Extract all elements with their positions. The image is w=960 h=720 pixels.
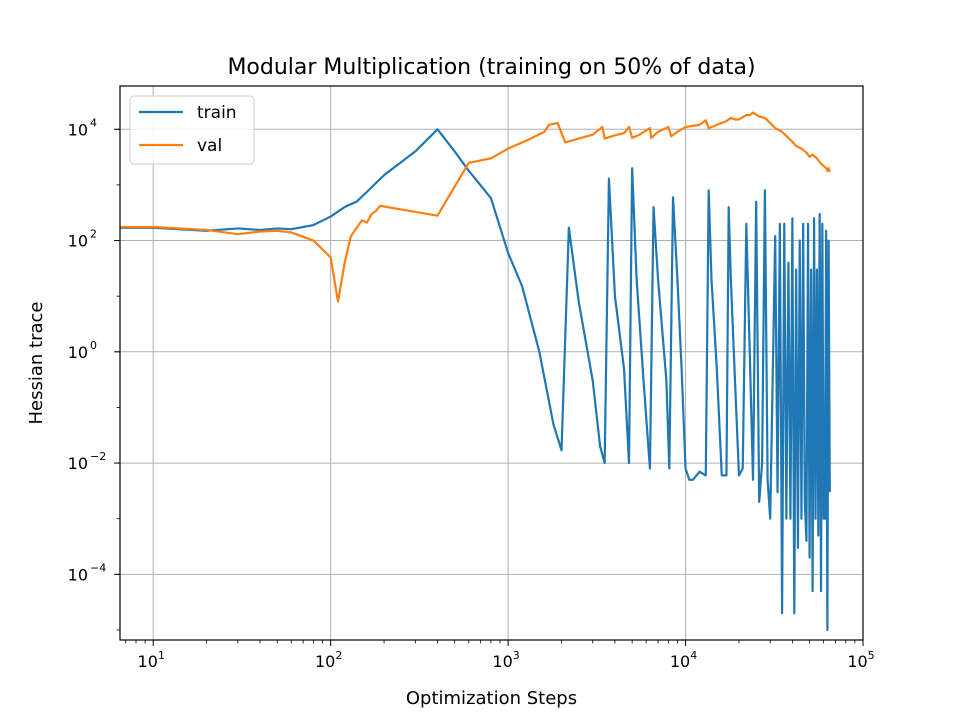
series-layer <box>120 111 831 632</box>
legend-label-train: train <box>197 103 237 123</box>
x-tick-label: 102 <box>315 649 342 671</box>
x-axis-label: Optimization Steps <box>406 688 577 709</box>
y-axis-label: Hessian trace <box>26 302 47 425</box>
x-tick-label: 103 <box>492 649 519 671</box>
y-tick-label: 10 <box>68 343 88 362</box>
plot-frame <box>119 85 864 641</box>
series-line-train <box>120 128 831 632</box>
y-tick-exponent: 2 <box>90 228 97 241</box>
y-tick-label: 10 <box>68 454 88 473</box>
y-tick-label: 10 <box>68 565 88 584</box>
legend-label-val: val <box>197 136 222 156</box>
legend: train val <box>129 95 255 165</box>
x-tick-label: 104 <box>670 649 697 671</box>
y-tick-label: 10 <box>68 232 88 251</box>
x-tick-label: 101 <box>138 649 165 671</box>
y-tick-label: 10 <box>68 120 88 139</box>
series-line-val <box>120 111 831 303</box>
x-tick-label: 105 <box>847 649 874 671</box>
y-tick-exponent: −2 <box>90 450 106 463</box>
y-tick-exponent: −4 <box>90 561 106 574</box>
chart-title: Modular Multiplication (training on 50% … <box>227 55 755 80</box>
y-tick-exponent: 0 <box>90 339 97 352</box>
y-tick-exponent: 4 <box>90 116 97 129</box>
